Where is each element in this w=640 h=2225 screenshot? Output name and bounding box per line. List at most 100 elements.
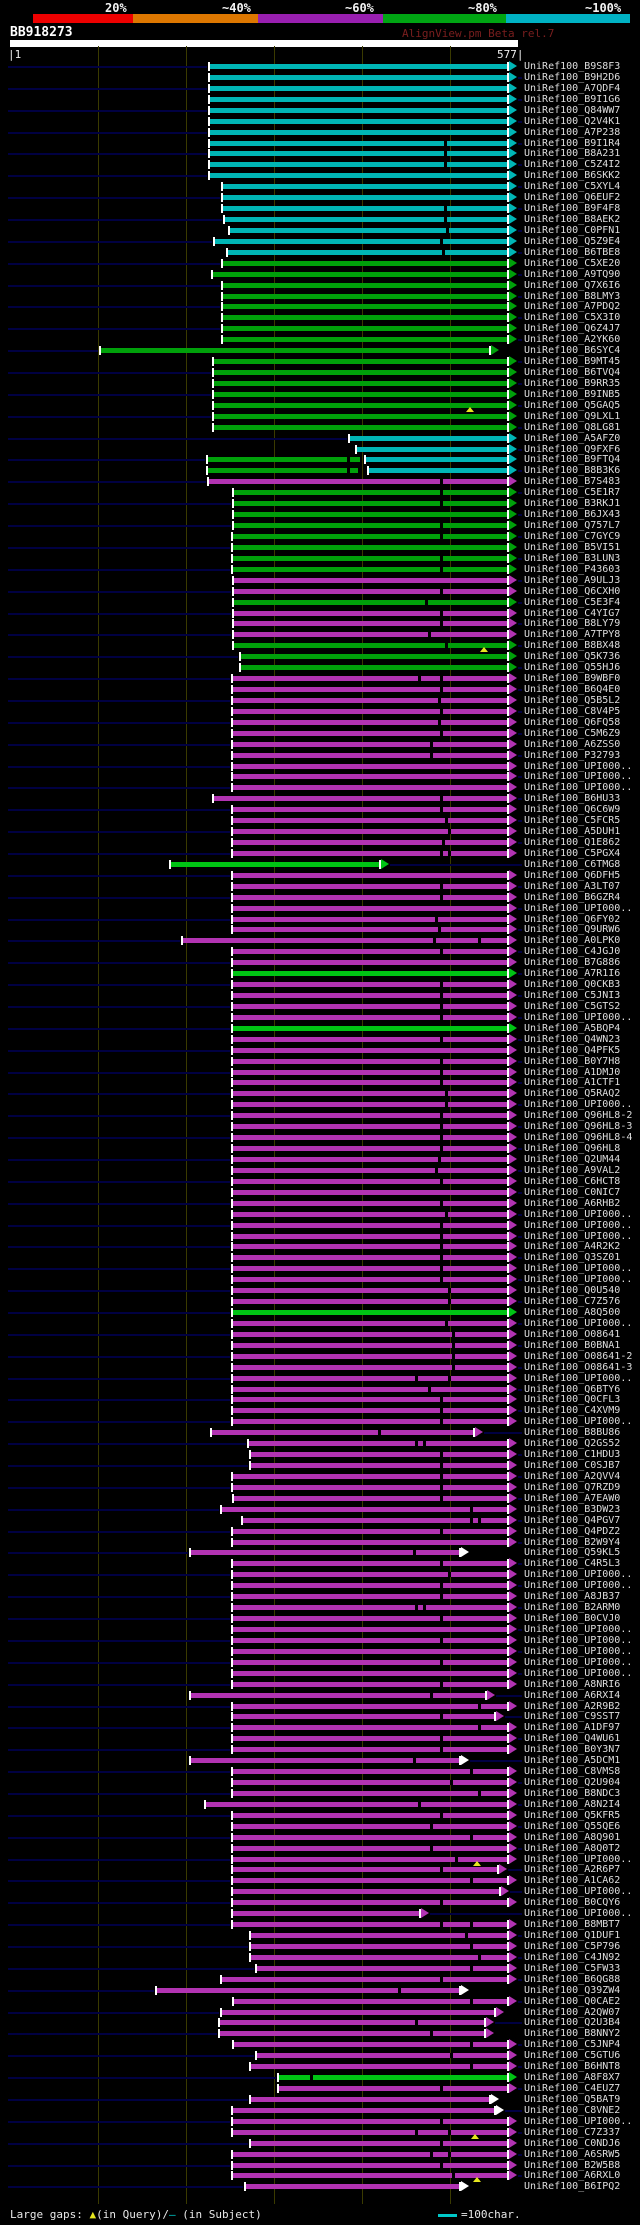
hit-label[interactable]: UniRef100_A7TPY8 — [524, 629, 621, 640]
hit-row[interactable]: UniRef100_C5JNP4 — [0, 2039, 640, 2051]
hit-row[interactable]: UniRef100_UPI000.. — [0, 1657, 640, 1669]
hit-bar[interactable] — [211, 1430, 474, 1435]
hit-row[interactable]: UniRef100_Q5B5L2 — [0, 695, 640, 707]
hit-label[interactable]: UniRef100_B9FTQ4 — [524, 454, 621, 465]
hit-label[interactable]: UniRef100_A5BQP4 — [524, 1023, 621, 1034]
hit-bar[interactable] — [232, 818, 508, 823]
hit-row[interactable]: UniRef100_Q55HJ6 — [0, 662, 640, 674]
hit-bar[interactable] — [232, 949, 508, 954]
hit-row[interactable]: UniRef100_A6RHB2 — [0, 1198, 640, 1210]
hit-bar[interactable] — [213, 359, 508, 364]
hit-row[interactable]: UniRef100_B9INB5 — [0, 389, 640, 401]
hit-label[interactable]: UniRef100_B6TVQ4 — [524, 367, 621, 378]
hit-row[interactable]: UniRef100_UPI000.. — [0, 1220, 640, 1232]
hit-row[interactable]: UniRef100_UPI000.. — [0, 1908, 640, 1920]
hit-label[interactable]: UniRef100_A1CTF1 — [524, 1077, 621, 1088]
hit-label[interactable]: UniRef100_Q59KL5 — [524, 1547, 621, 1558]
hit-row[interactable]: UniRef100_UPI000.. — [0, 1668, 640, 1680]
hit-bar[interactable] — [233, 1999, 508, 2004]
hit-bar[interactable] — [232, 1354, 508, 1359]
hit-label[interactable]: UniRef100_B0Y3N7 — [524, 1744, 621, 1755]
hit-label[interactable]: UniRef100_A8F8X7 — [524, 2072, 621, 2083]
hit-label[interactable]: UniRef100_Q4PFK5 — [524, 1045, 621, 1056]
hit-row[interactable]: UniRef100_B6JX43 — [0, 509, 640, 521]
hit-bar[interactable] — [233, 589, 508, 594]
hit-label[interactable]: UniRef100_A6RHB2 — [524, 1198, 621, 1209]
hit-bar[interactable] — [232, 1583, 508, 1588]
hit-bar[interactable] — [240, 665, 508, 670]
hit-label[interactable]: UniRef100_A5DCM1 — [524, 1755, 621, 1766]
hit-bar[interactable] — [209, 119, 508, 124]
hit-row[interactable]: UniRef100_C8VMS8 — [0, 1766, 640, 1778]
hit-bar[interactable] — [233, 501, 508, 506]
hit-label[interactable]: UniRef100_B0CVJ0 — [524, 1613, 621, 1624]
hit-label[interactable]: UniRef100_Q6C6W9 — [524, 804, 621, 815]
hit-row[interactable]: UniRef100_A6RXI4 — [0, 1690, 640, 1702]
hit-label[interactable]: UniRef100_C5E1R7 — [524, 487, 621, 498]
hit-row[interactable]: UniRef100_A8Q500 — [0, 1307, 640, 1319]
hit-label[interactable]: UniRef100_A7P238 — [524, 127, 621, 138]
hit-label[interactable]: UniRef100_A1CA62 — [524, 1875, 621, 1886]
hit-row[interactable]: UniRef100_A9ULJ3 — [0, 575, 640, 587]
hit-bar[interactable] — [232, 1168, 508, 1173]
hit-row[interactable]: UniRef100_A9VAL2 — [0, 1165, 640, 1177]
hit-label[interactable]: UniRef100_Q4WU61 — [524, 1733, 621, 1744]
hit-row[interactable]: UniRef100_Q6FQ58 — [0, 717, 640, 729]
hit-bar[interactable] — [213, 381, 508, 386]
hit-bar[interactable] — [232, 1037, 508, 1042]
hit-row[interactable]: UniRef100_B9MT45 — [0, 356, 640, 368]
hit-row[interactable]: UniRef100_A8Q0T2 — [0, 1843, 640, 1855]
hit-row[interactable]: UniRef100_C5GTS2 — [0, 1001, 640, 1013]
hit-row[interactable]: UniRef100_Q96HL8-3 — [0, 1121, 640, 1133]
hit-row[interactable]: UniRef100_A5DCM1 — [0, 1755, 640, 1767]
hit-label[interactable]: UniRef100_B6GZR4 — [524, 892, 621, 903]
hit-row[interactable]: UniRef100_UPI000.. — [0, 771, 640, 783]
hit-bar[interactable] — [213, 392, 508, 397]
hit-bar[interactable] — [205, 1802, 508, 1807]
hit-label[interactable]: UniRef100_B8LY79 — [524, 618, 621, 629]
hit-label[interactable]: UniRef100_A5AFZ0 — [524, 433, 621, 444]
hit-bar[interactable] — [233, 600, 508, 605]
hit-label[interactable]: UniRef100_Q0U540 — [524, 1285, 621, 1296]
hit-label[interactable]: UniRef100_B8LMY3 — [524, 291, 621, 302]
hit-row[interactable]: UniRef100_A7QDF4 — [0, 83, 640, 95]
hit-bar[interactable] — [232, 709, 508, 714]
hit-label[interactable]: UniRef100_B9MT45 — [524, 356, 621, 367]
hit-label[interactable]: UniRef100_A7PDQ2 — [524, 301, 621, 312]
hit-label[interactable]: UniRef100_B5VI51 — [524, 542, 621, 553]
hit-bar[interactable] — [232, 884, 508, 889]
hit-label[interactable]: UniRef100_C5M6Z9 — [524, 728, 621, 739]
hit-label[interactable]: UniRef100_Q6FY02 — [524, 914, 621, 925]
hit-bar[interactable] — [233, 578, 508, 583]
hit-row[interactable]: UniRef100_B8B3K6 — [0, 465, 640, 477]
hit-row[interactable]: UniRef100_A3LT07 — [0, 881, 640, 893]
hit-row[interactable]: UniRef100_Q96HL8-2 — [0, 1110, 640, 1122]
hit-label[interactable]: UniRef100_B0Y7H8 — [524, 1056, 621, 1067]
hit-row[interactable]: UniRef100_B6TVQ4 — [0, 367, 640, 379]
hit-label[interactable]: UniRef100_Q9FXF6 — [524, 444, 621, 455]
hit-bar[interactable] — [182, 938, 508, 943]
hit-label[interactable]: UniRef100_A6RXI4 — [524, 1690, 621, 1701]
hit-row[interactable]: UniRef100_UPI000.. — [0, 1886, 640, 1898]
hit-bar[interactable] — [232, 1113, 508, 1118]
hit-label[interactable]: UniRef100_B6SYC4 — [524, 345, 621, 356]
hit-row[interactable]: UniRef100_UPI000.. — [0, 1635, 640, 1647]
hit-bar[interactable] — [232, 1791, 508, 1796]
hit-label[interactable]: UniRef100_C5PGX4 — [524, 848, 621, 859]
hit-bar[interactable] — [209, 141, 508, 146]
hit-row[interactable]: UniRef100_C1HDU3 — [0, 1449, 640, 1461]
hit-row[interactable]: UniRef100_B9I1G6 — [0, 94, 640, 106]
hit-label[interactable]: UniRef100_UPI000.. — [524, 1012, 633, 1023]
hit-row[interactable]: UniRef100_C4XVM9 — [0, 1405, 640, 1417]
hit-row[interactable]: UniRef100_UPI000.. — [0, 782, 640, 794]
hit-row[interactable]: UniRef100_Q55QE6 — [0, 1821, 640, 1833]
hit-label[interactable]: UniRef100_O08641-2 — [524, 1351, 633, 1362]
hit-row[interactable]: UniRef100_A8NRI6 — [0, 1679, 640, 1691]
hit-row[interactable]: UniRef100_A7P238 — [0, 127, 640, 139]
hit-bar[interactable] — [232, 1474, 508, 1479]
hit-row[interactable]: UniRef100_Q5K736 — [0, 651, 640, 663]
hit-label[interactable]: UniRef100_A2QVV4 — [524, 1471, 621, 1482]
hit-row[interactable]: UniRef100_Q6Z4J7 — [0, 323, 640, 335]
hit-row[interactable]: UniRef100_B9WBF0 — [0, 673, 640, 685]
hit-label[interactable]: UniRef100_C5FCR5 — [524, 815, 621, 826]
